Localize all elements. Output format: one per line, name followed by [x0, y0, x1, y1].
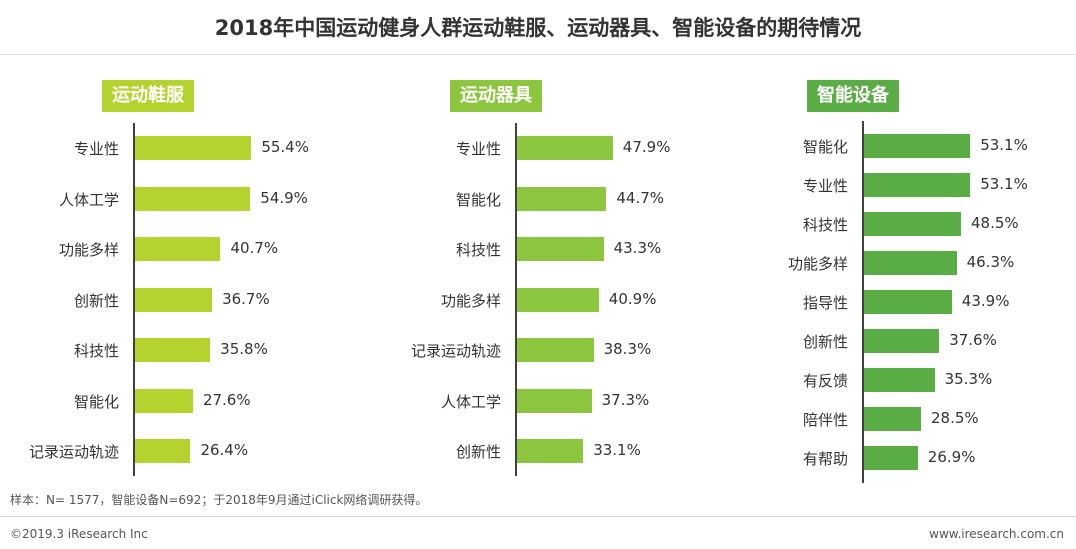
- data-label: 40.7%: [230, 239, 279, 257]
- data-label: 55.4%: [261, 138, 309, 156]
- data-label: 27.6%: [202, 390, 251, 409]
- copyright-text: ©2019.3 iResearch Inc: [10, 527, 148, 541]
- data-label: 53.1%: [980, 136, 1028, 154]
- data-label: 48.5%: [971, 214, 1019, 232]
- title-divider: [0, 54, 1076, 55]
- category-label: 指导性: [802, 294, 848, 312]
- data-label: 43.9%: [961, 292, 1010, 310]
- bar: [864, 368, 935, 392]
- category-label: 创新性: [73, 291, 119, 310]
- data-label: 44.7%: [616, 188, 665, 207]
- chart-panel-1: 运动鞋服专业性 55.4% 人体工学 54.9% 功能多样 40.7% 创新性 36.7% 科技…: [10, 80, 350, 480]
- data-label: 37.3%: [601, 390, 650, 409]
- bar: [517, 388, 592, 413]
- bar: [135, 287, 213, 312]
- bar: [135, 186, 251, 211]
- bar: [864, 251, 957, 275]
- category-label: 人体工学: [58, 190, 119, 209]
- data-label: 35.8%: [220, 340, 268, 358]
- data-label: 40.9%: [608, 289, 657, 308]
- category-label: 记录运动轨迹: [28, 443, 119, 461]
- bar: [135, 237, 221, 261]
- bar: [864, 173, 971, 197]
- category-label: 专业性: [802, 177, 848, 195]
- data-label: 37.6%: [949, 331, 997, 349]
- category-label: 有帮助: [802, 450, 848, 468]
- bar: [517, 439, 584, 463]
- data-label: 36.7%: [222, 289, 270, 308]
- data-label: 54.9%: [260, 188, 308, 207]
- bar: [864, 446, 918, 470]
- bar: [864, 134, 971, 158]
- data-label: 26.4%: [200, 441, 249, 459]
- chart-panel-3: 智能设备智能化 53.1% 专业性 53.1% 科技性 48.5% 功能多样 46.3% 指导性…: [715, 80, 1055, 483]
- category-axis: [862, 121, 864, 483]
- chart-title: 运动鞋服: [102, 80, 194, 112]
- bar: [864, 407, 921, 431]
- chart-title: 运动器具: [450, 80, 542, 112]
- chart-title: 智能设备: [807, 80, 899, 112]
- category-label: 功能多样: [787, 255, 848, 273]
- category-label: 专业性: [73, 140, 119, 158]
- category-label: 创新性: [802, 333, 848, 351]
- category-label: 功能多样: [58, 241, 119, 259]
- page-title: 2018年中国运动健身人群运动鞋服、运动器具、智能设备的期待情况: [214, 16, 862, 40]
- data-label: 38.3%: [603, 340, 652, 358]
- category-axis: [515, 123, 517, 476]
- category-label: 专业性: [455, 140, 501, 158]
- data-label: 28.5%: [931, 409, 979, 427]
- bar: [517, 186, 607, 211]
- category-label: 陪伴性: [802, 411, 848, 429]
- category-label: 人体工学: [440, 392, 501, 411]
- bar: [517, 338, 594, 362]
- category-label: 记录运动轨迹: [410, 342, 501, 360]
- category-label: 科技性: [802, 216, 848, 234]
- category-label: 智能化: [802, 138, 848, 156]
- data-label: 47.9%: [622, 138, 671, 156]
- data-label: 33.1%: [593, 441, 641, 459]
- data-label: 43.3%: [613, 239, 662, 257]
- data-label: 46.3%: [966, 253, 1015, 271]
- category-label: 功能多样: [440, 291, 501, 310]
- category-label: 智能化: [73, 392, 119, 411]
- bar: [864, 290, 952, 314]
- category-label: 科技性: [455, 241, 501, 259]
- bar: [517, 237, 604, 261]
- category-label: 有反馈: [802, 372, 848, 390]
- bar: [517, 287, 599, 312]
- bar: [135, 338, 211, 362]
- footer-divider: [0, 516, 1076, 517]
- data-label: 53.1%: [980, 175, 1028, 193]
- bar: [135, 388, 193, 413]
- category-label: 科技性: [73, 342, 119, 360]
- sample-note: 样本：N= 1577，智能设备N=692；于2018年9月通过iClick网络调…: [10, 493, 428, 507]
- bar: [864, 212, 961, 236]
- data-label: 26.9%: [927, 448, 976, 466]
- category-axis: [133, 123, 135, 476]
- chart-panel-2: 运动器具专业性 47.9% 智能化 44.7% 科技性 43.3% 功能多样 40.9% 记录运…: [360, 80, 700, 480]
- data-label: 35.3%: [944, 370, 993, 388]
- bar: [517, 136, 613, 160]
- category-label: 创新性: [455, 443, 501, 461]
- website-url: www.iresearch.com.cn: [929, 527, 1064, 541]
- category-label: 智能化: [455, 190, 501, 209]
- bar: [135, 439, 191, 463]
- bar: [864, 329, 940, 353]
- bar: [135, 136, 252, 160]
